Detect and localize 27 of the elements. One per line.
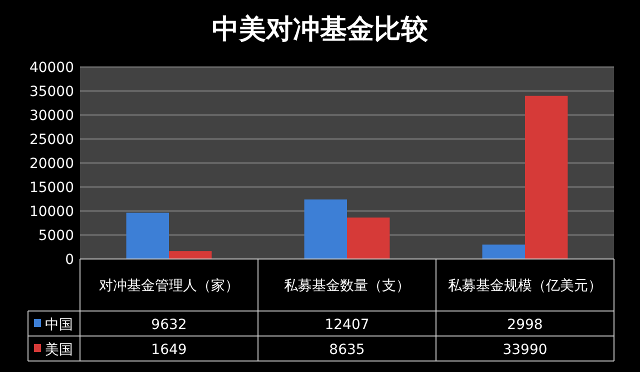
bar (347, 218, 390, 259)
data-label: 33990 (502, 342, 548, 358)
data-label: 9632 (151, 317, 187, 333)
legend-label: 美国 (45, 342, 73, 358)
bar (482, 244, 525, 259)
x-tick-label: 私募基金规模（亿美元） (448, 278, 602, 294)
y-tick-label: 25000 (29, 132, 74, 148)
data-label: 1649 (151, 342, 187, 358)
x-tick-label: 对冲基金管理人（家） (99, 278, 239, 294)
y-tick-label: 35000 (29, 84, 74, 100)
bar (525, 96, 568, 259)
chart-title: 中美对冲基金比较 (212, 14, 429, 45)
bar (304, 199, 347, 259)
data-label: 2998 (507, 317, 543, 333)
y-tick-label: 0 (65, 252, 74, 268)
data-label: 12407 (324, 317, 370, 333)
y-tick-label: 5000 (38, 228, 74, 244)
bar (126, 212, 169, 259)
y-tick-label: 20000 (29, 156, 74, 172)
y-tick-label: 30000 (29, 108, 74, 124)
y-tick-label: 40000 (29, 60, 74, 76)
x-tick-label: 私募基金数量（支） (284, 278, 410, 294)
y-tick-label: 10000 (29, 204, 74, 220)
y-tick-label: 15000 (29, 180, 74, 196)
data-label: 8635 (329, 342, 365, 358)
legend-label: 中国 (45, 317, 73, 333)
bar (169, 251, 212, 259)
